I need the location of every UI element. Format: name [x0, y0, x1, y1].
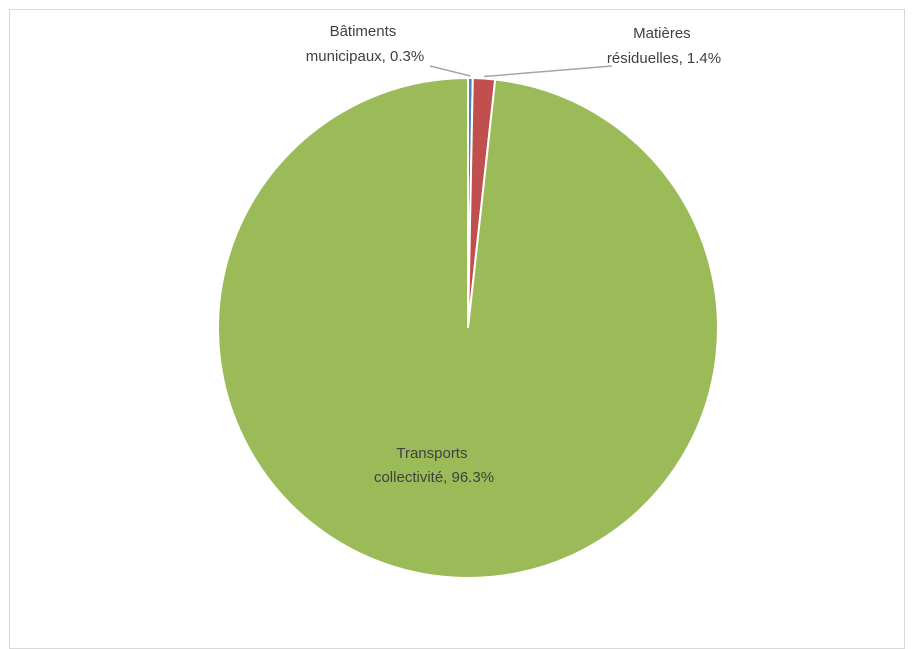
pie-slices [217, 76, 719, 579]
slice-label-matieres: Matières résiduelles, 1.4% [607, 25, 721, 67]
pie-slice-transports-collectivit- [217, 76, 719, 579]
slice-label-batiments-line1: Bâtiments [330, 23, 397, 40]
leader-line-batiments [429, 65, 471, 77]
slice-label-batiments: Bâtiments municipaux, 0.3% [306, 23, 424, 65]
slice-label-transports-line1: Transports [396, 445, 467, 462]
slice-label-transports: Transports collectivité, 96.3% [374, 445, 494, 486]
slice-label-matieres-line1: Matières [633, 25, 691, 42]
leader-lines [429, 65, 613, 78]
slice-label-matieres-line2: résiduelles, 1.4% [607, 50, 721, 67]
slice-label-batiments-line2: municipaux, 0.3% [306, 48, 424, 65]
leader-line-matieres [484, 65, 613, 78]
slice-label-transports-line2: collectivité, 96.3% [374, 469, 494, 486]
